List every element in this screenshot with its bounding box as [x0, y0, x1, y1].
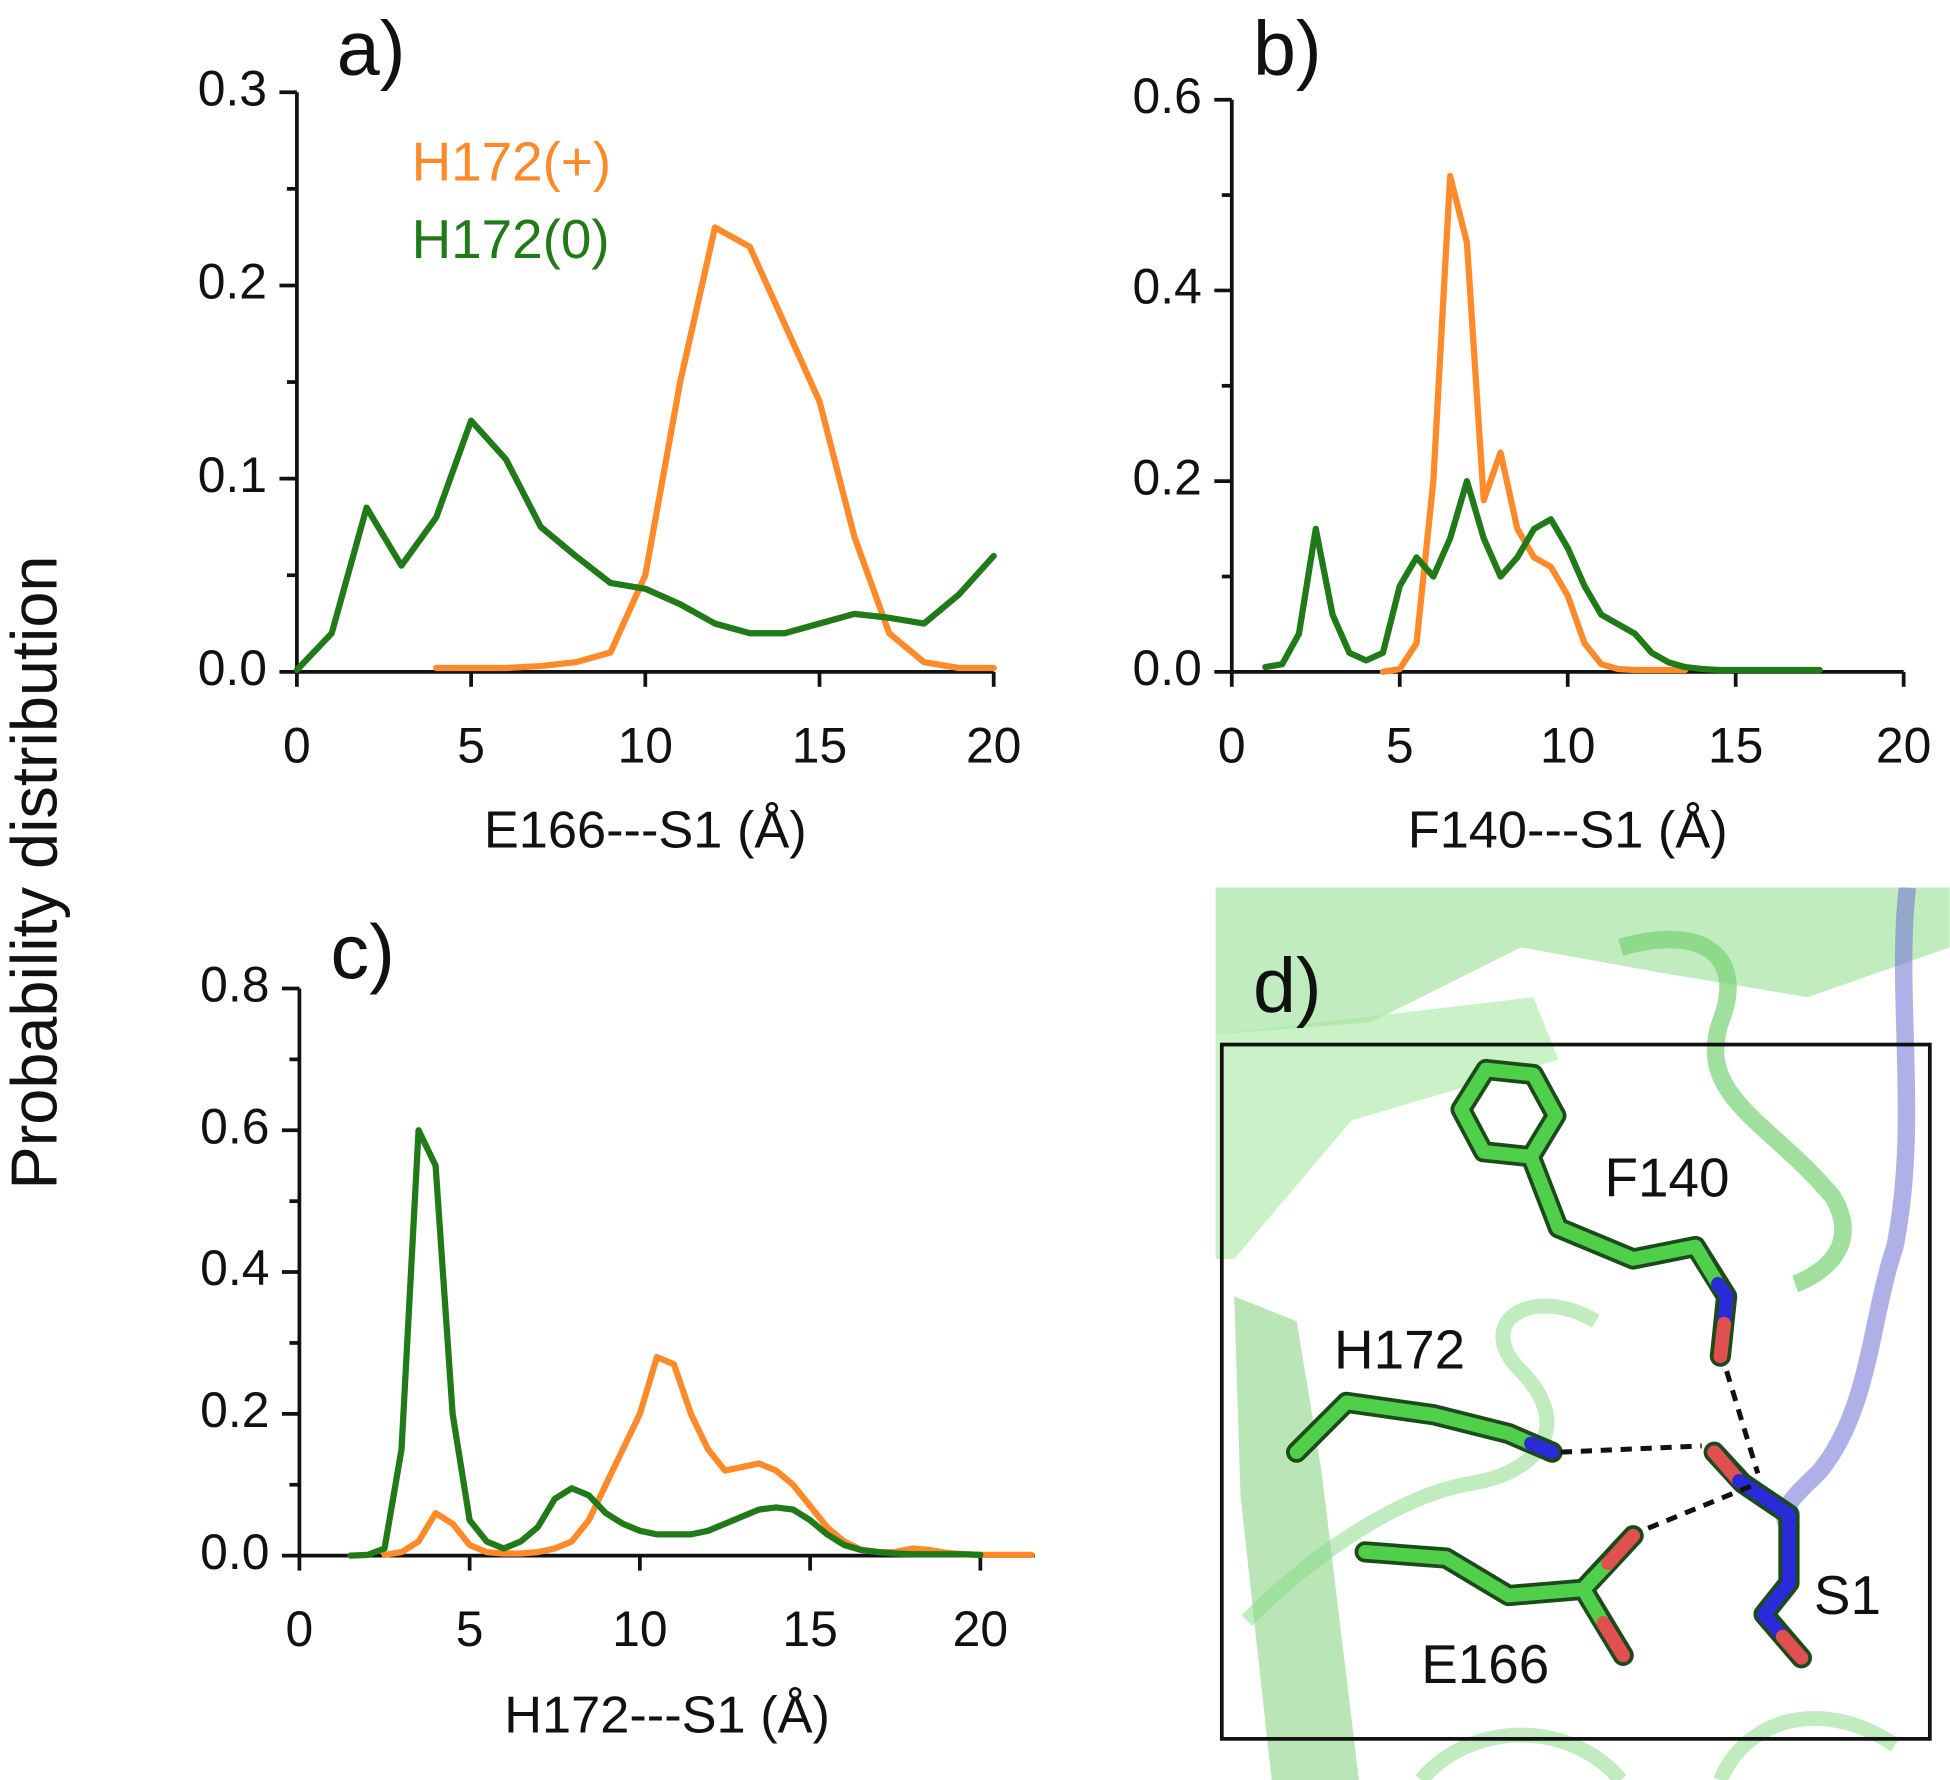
- panel-label: c): [331, 910, 395, 996]
- panel-label: d): [1253, 943, 1322, 1029]
- y-tick-label: 0.0: [1133, 640, 1202, 696]
- x-tick-label: 15: [782, 1601, 837, 1657]
- y-tick-label: 0.8: [200, 957, 269, 1013]
- x-axis-title: H172---S1 (Å): [504, 1687, 830, 1745]
- data-line: [293, 417, 997, 674]
- y-tick-label: 0.3: [198, 60, 267, 116]
- sticks: [1286, 1058, 1813, 1669]
- x-tick-label: 0: [1218, 717, 1246, 773]
- panel-label: a): [337, 6, 406, 92]
- y-tick-label: 0.6: [200, 1098, 269, 1154]
- x-tick-label: 5: [456, 1601, 484, 1657]
- y-tick-label: 0.0: [198, 640, 267, 696]
- loop: [1618, 930, 1852, 1293]
- molecular-view: [1215, 887, 1950, 1780]
- hydrogen-bonds: [1560, 1370, 1761, 1531]
- h-bond: [1647, 1483, 1753, 1531]
- x-tick-label: 15: [792, 717, 847, 773]
- chart: 0.0 0.1 0.2 0.3 0 5 10 15 20 a) E166---S1 (Å) H172(…: [198, 6, 1022, 860]
- x-tick-label: 5: [457, 717, 485, 773]
- residue-label: E166: [1421, 1633, 1549, 1695]
- y-axis-title: Probability distribution: [0, 556, 70, 1190]
- legend-entry: H172(0): [412, 208, 610, 270]
- data-line: [433, 224, 997, 672]
- loop: [1776, 887, 1917, 1541]
- y-tick-label: 0.4: [200, 1240, 269, 1296]
- x-axis-title: E166---S1 (Å): [484, 802, 807, 860]
- x-tick-label: 10: [1540, 717, 1595, 773]
- x-tick-label: 10: [618, 717, 673, 773]
- x-tick-label: 20: [953, 1601, 1008, 1657]
- ribbon: [1234, 1296, 1359, 1780]
- h-bond: [1724, 1370, 1761, 1475]
- loop: [1713, 1710, 1900, 1780]
- y-tick-label: 0.6: [1133, 68, 1202, 124]
- residue-label: H172: [1334, 1319, 1465, 1381]
- x-tick-label: 20: [966, 717, 1021, 773]
- x-tick-label: 0: [286, 1601, 314, 1657]
- x-tick-label: 0: [283, 717, 311, 773]
- h-bond: [1560, 1443, 1702, 1455]
- residue-label: S1: [1814, 1564, 1881, 1626]
- y-tick-label: 0.4: [1133, 259, 1202, 315]
- y-tick-label: 0.2: [200, 1382, 269, 1438]
- data-line: [1379, 172, 1689, 675]
- data-line: [381, 1354, 1035, 1559]
- legend-entry: H172(+): [412, 131, 612, 193]
- x-tick-label: 15: [1708, 717, 1763, 773]
- chart: 0.0 0.2 0.4 0.6 0.8 0 5 10 15 20 c) H172---S1 (Å): [200, 910, 1035, 1745]
- y-tick-label: 0.2: [198, 254, 267, 310]
- ribbon: [1215, 997, 1559, 1259]
- x-tick-label: 5: [1386, 717, 1414, 773]
- y-tick-label: 0.0: [200, 1524, 269, 1580]
- loop: [1415, 1727, 1627, 1780]
- y-tick-label: 0.1: [198, 447, 267, 503]
- frame: [1219, 1042, 1932, 1741]
- residue-label: F140: [1604, 1147, 1729, 1209]
- x-tick-label: 20: [1876, 717, 1931, 773]
- ribbon: [1215, 887, 1950, 1035]
- data-line: [347, 1127, 984, 1559]
- y-tick-label: 0.2: [1133, 449, 1202, 505]
- chart: 0.0 0.2 0.4 0.6 0 5 10 15 20 b) F140---S1 (Å): [1133, 6, 1932, 860]
- x-tick-label: 10: [612, 1601, 667, 1657]
- panel-label: b): [1253, 6, 1322, 92]
- x-axis-title: F140---S1 (Å): [1408, 802, 1728, 860]
- data-line: [1262, 478, 1823, 674]
